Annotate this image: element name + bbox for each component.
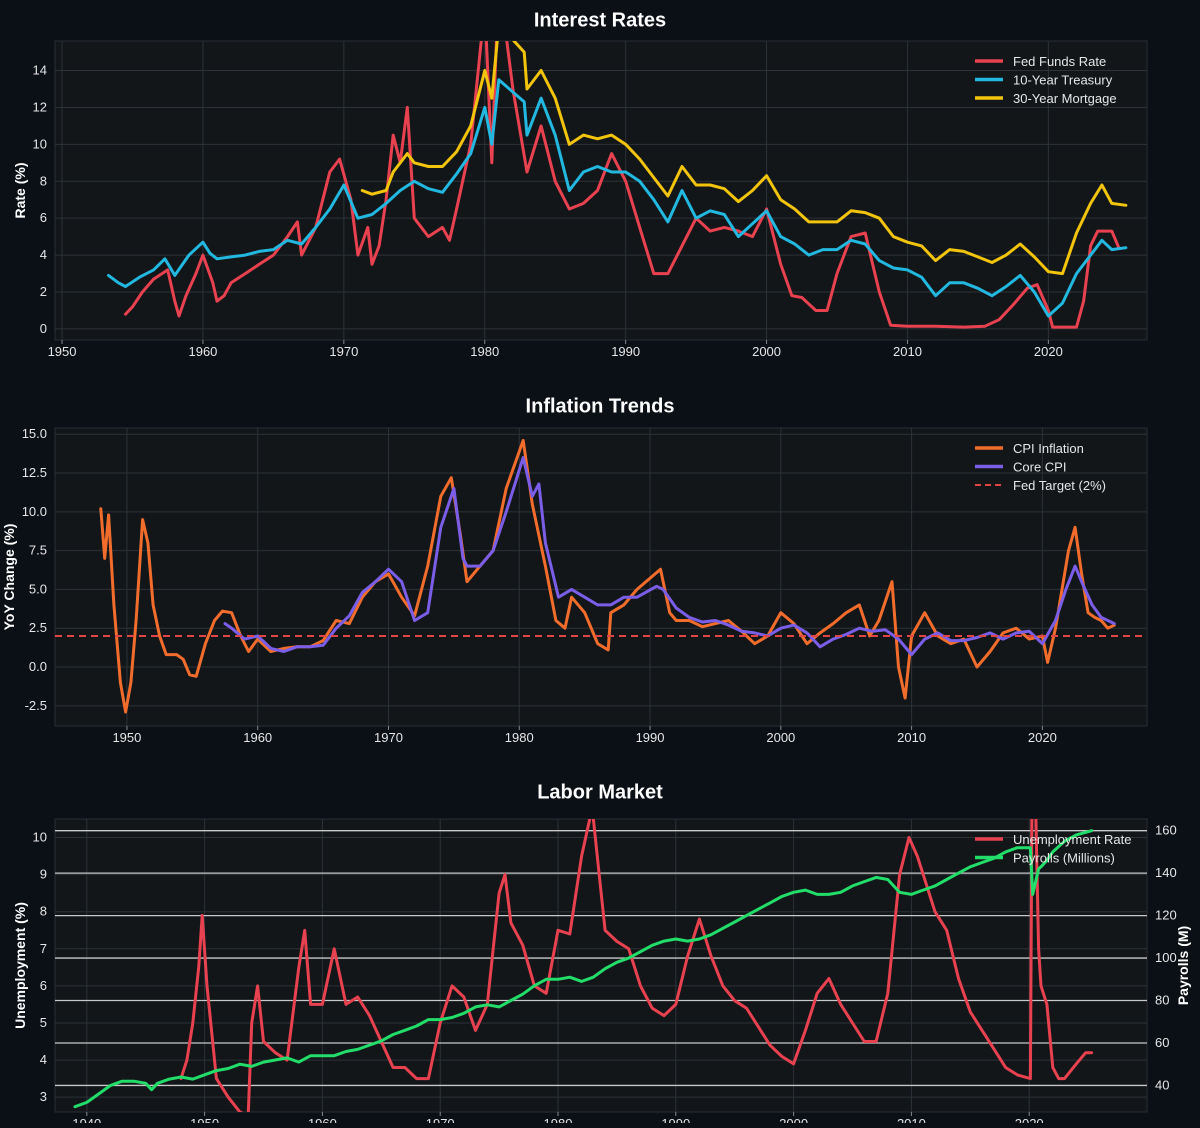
y-tick-label: 4 — [40, 1052, 47, 1067]
y-axis-label: YoY Change (%) — [1, 524, 17, 631]
series-line-1 — [223, 456, 1116, 657]
y-tick-label: 9 — [40, 867, 47, 882]
x-tick-label: 1950 — [48, 344, 77, 359]
chart-title: Interest Rates — [534, 9, 666, 31]
y-tick-label: 7.5 — [29, 543, 47, 558]
chart-labor: Labor Market 1940 1950 1960 1970 1980 1990 2000… — [12, 781, 1191, 1128]
legend-entry-1: Payrolls (Millions) — [1013, 851, 1115, 866]
x-tick-label: 1950 — [112, 730, 141, 745]
series-group — [73, 819, 1094, 1112]
y-right-tick-label: 40 — [1155, 1077, 1169, 1092]
y-tick-label: 2 — [40, 284, 47, 299]
legend-entry-1: Core CPI — [1013, 460, 1066, 475]
y-tick-label: -2.5 — [25, 698, 47, 713]
plot-area — [54, 40, 1148, 341]
y-right-tick-label: 120 — [1155, 908, 1177, 923]
y-tick-label: 10.0 — [22, 504, 47, 519]
y-tick-label: 2.5 — [29, 620, 47, 635]
x-tick-label: 1950 — [190, 1116, 219, 1123]
y-axis-label: Rate (%) — [12, 162, 28, 218]
y-tick-label: 10 — [33, 136, 47, 151]
y-tick-label: 12 — [33, 99, 47, 114]
chart-title: Inflation Trends — [526, 395, 675, 417]
y-right-axis-label: Payrolls (M) — [1175, 926, 1191, 1005]
x-tick-label: 1970 — [374, 730, 403, 745]
chart-title: Labor Market — [537, 781, 663, 803]
series-line-0 — [179, 819, 1094, 1112]
plot-area — [54, 427, 1148, 727]
x-tick-label: 2020 — [1015, 1116, 1044, 1123]
legend-entry-2: Fed Target (2%) — [1013, 478, 1106, 493]
x-tick-label: 1990 — [611, 344, 640, 359]
y-tick-label: 5 — [40, 1015, 47, 1030]
x-tick-label: 2020 — [1028, 730, 1057, 745]
series-line-1 — [107, 78, 1128, 318]
y-tick-label: 4 — [40, 247, 47, 262]
y-tick-label: 0 — [40, 321, 47, 336]
y-tick-label: 3 — [40, 1089, 47, 1104]
x-tick-label: 2010 — [893, 344, 922, 359]
y-right-tick-label: 160 — [1155, 823, 1177, 838]
y-tick-label: 8 — [40, 173, 47, 188]
y-tick-label: 14 — [33, 63, 47, 78]
x-tick-label: 1980 — [544, 1116, 573, 1123]
x-tick-label: 1990 — [661, 1116, 690, 1123]
series-line-0 — [124, 41, 1121, 329]
x-tick-label: 2020 — [1034, 344, 1063, 359]
x-tick-label: 1970 — [329, 344, 358, 359]
legend-entry-0: Fed Funds Rate — [1013, 54, 1106, 69]
x-tick-label: 1980 — [470, 344, 499, 359]
x-tick-label: 1980 — [505, 730, 534, 745]
x-tick-label: 2010 — [897, 730, 926, 745]
y-axis-label: Unemployment (%) — [12, 902, 28, 1029]
chart-inflation: Inflation Trends 1950 1960 1970 1980 1990 2000… — [1, 395, 1148, 745]
y-tick-label: 0.0 — [29, 659, 47, 674]
plot-area — [54, 818, 1148, 1113]
series-line-2 — [360, 41, 1128, 276]
y-tick-label: 10 — [33, 830, 47, 845]
y-right-tick-label: 80 — [1155, 993, 1169, 1008]
series-line-0 — [99, 438, 1116, 714]
legend-entry-1: 10-Year Treasury — [1013, 73, 1113, 88]
x-tick-label: 1960 — [308, 1116, 337, 1123]
y-right-tick-label: 60 — [1155, 1035, 1169, 1050]
legend-entry-0: CPI Inflation — [1013, 441, 1084, 456]
y-tick-label: 15.0 — [22, 426, 47, 441]
x-tick-label: 2000 — [752, 344, 781, 359]
x-tick-label: 1990 — [636, 730, 665, 745]
y-tick-label: 6 — [40, 210, 47, 225]
series-group — [107, 41, 1128, 329]
y-tick-label: 5.0 — [29, 581, 47, 596]
y-tick-label: 12.5 — [22, 465, 47, 480]
x-tick-label: 2010 — [897, 1116, 926, 1123]
series-line-1 — [73, 829, 1094, 1109]
x-tick-label: 1960 — [243, 730, 272, 745]
y-right-tick-label: 140 — [1155, 865, 1177, 880]
y-tick-label: 6 — [40, 978, 47, 993]
x-tick-label: 2000 — [779, 1116, 808, 1123]
y-tick-label: 8 — [40, 904, 47, 919]
series-group — [55, 438, 1147, 714]
legend-entry-0: Unemployment Rate — [1013, 832, 1132, 847]
x-tick-label: 1970 — [426, 1116, 455, 1123]
legend-entry-2: 30-Year Mortgage — [1013, 91, 1117, 106]
x-tick-label: 1960 — [188, 344, 217, 359]
x-tick-label: 2000 — [766, 730, 795, 745]
y-right-tick-label: 100 — [1155, 950, 1177, 965]
x-tick-label: 1940 — [72, 1116, 101, 1123]
y-tick-label: 7 — [40, 941, 47, 956]
